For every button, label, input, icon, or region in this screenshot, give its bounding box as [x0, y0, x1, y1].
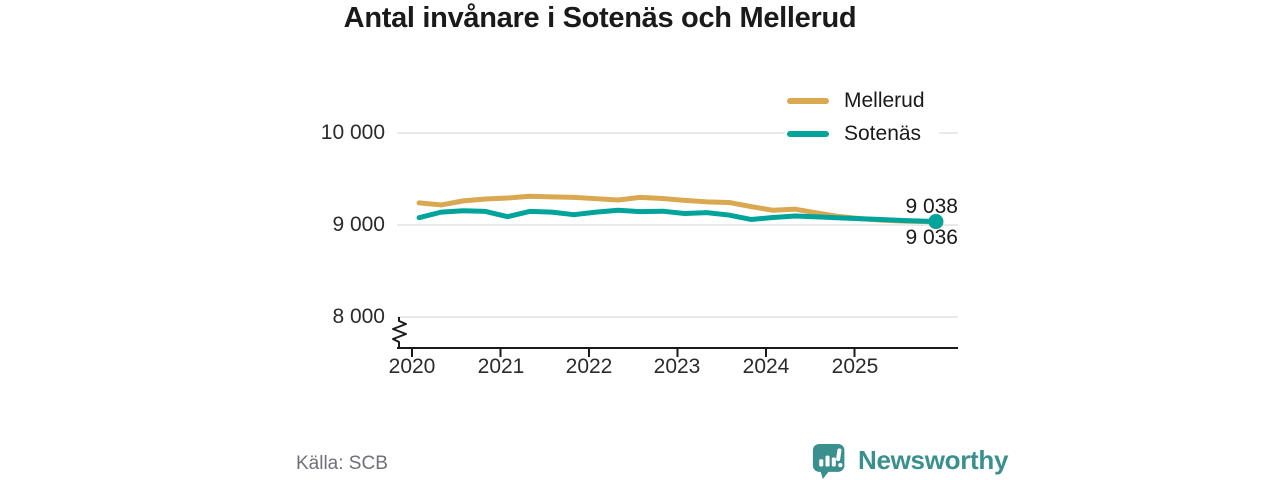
- legend-swatch-sotenas: [787, 131, 829, 137]
- y-tick-label-9000: 9 000: [332, 213, 385, 236]
- legend-item-sotenas: Sotenäs: [787, 121, 925, 147]
- x-tick-label-2024: 2024: [742, 355, 790, 378]
- source-label: Källa: SCB: [296, 453, 388, 474]
- newsworthy-logo[interactable]: Newsworthy: [812, 443, 1008, 480]
- chart-legend: Mellerud Sotenäs: [785, 85, 939, 152]
- x-tick-label-2025: 2025: [831, 355, 879, 378]
- legend-label-mellerud: Mellerud: [844, 89, 925, 112]
- x-tick-label-2020: 2020: [388, 355, 436, 378]
- y-tick-label-8000: 8 000: [332, 305, 385, 328]
- x-tick-label-2021: 2021: [477, 355, 525, 378]
- y-tick-label-10000: 10 000: [320, 121, 385, 144]
- end-value-label-sotenas: 9 038: [905, 195, 958, 218]
- newsworthy-logo-text: Newsworthy: [858, 445, 1009, 475]
- legend-swatch-mellerud: [787, 98, 829, 104]
- legend-item-mellerud: Mellerud: [787, 88, 925, 114]
- newsworthy-logo-icon: [812, 443, 845, 480]
- x-tick-label-2022: 2022: [565, 355, 613, 378]
- end-value-label-mellerud: 9 036: [905, 226, 958, 249]
- x-tick-label-2023: 2023: [653, 355, 701, 378]
- legend-label-sotenas: Sotenäs: [844, 122, 922, 145]
- page-title: Antal invånare i Sotenäs och Mellerud: [343, 2, 857, 34]
